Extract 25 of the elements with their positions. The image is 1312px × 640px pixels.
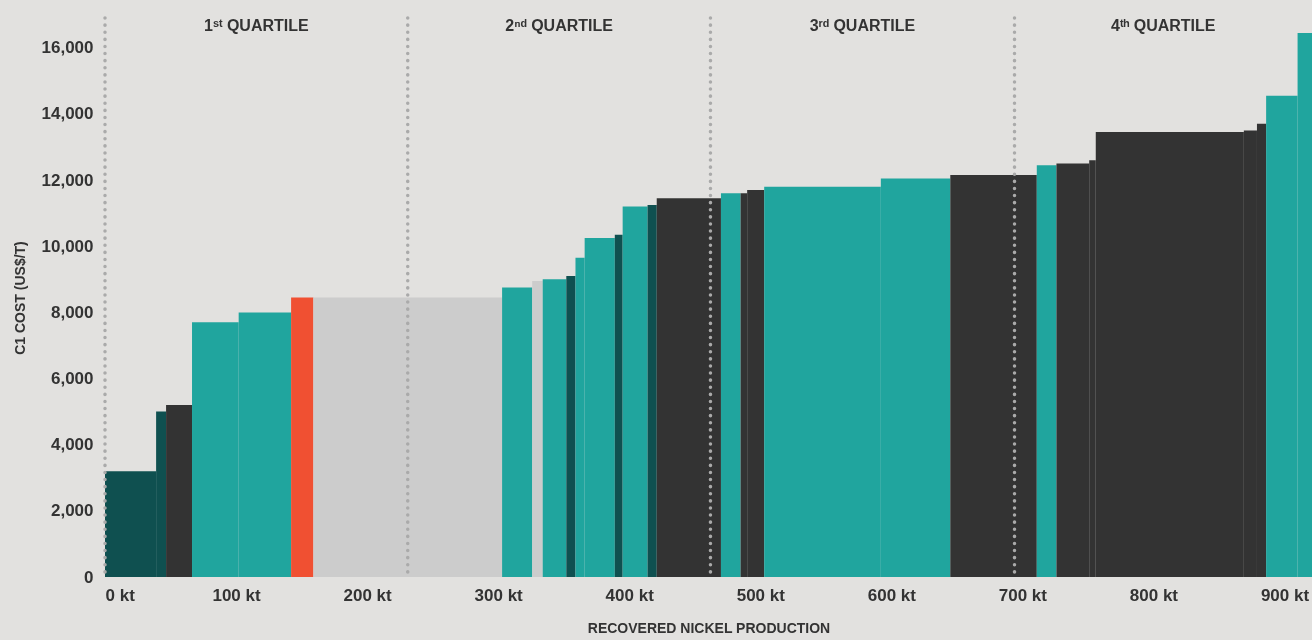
y-tick-label: 12,000 [41, 170, 94, 190]
x-tick-label: 0 kt [105, 585, 136, 605]
annotation: 2ⁿᵈ QUARTILE [505, 17, 614, 34]
annotation: 3ʳᵈ QUARTILE [809, 17, 916, 34]
x-tick-label: 700 kt [998, 585, 1048, 605]
y-tick-label: 2,000 [50, 501, 94, 521]
x-tick-label: 600 kt [867, 585, 917, 605]
x-tick-label: 100 kt [212, 585, 261, 605]
y-tick-label: 8,000 [50, 302, 94, 322]
x-tick-label: 800 kt [1129, 585, 1179, 605]
x-tick-label: 300 kt [474, 585, 524, 605]
x-tick-label: 900 kt [1260, 585, 1310, 605]
y-tick-label: 4,000 [50, 435, 94, 455]
y-tick-label: 16,000 [41, 38, 94, 58]
annotation: 4ᵗʰ QUARTILE [1111, 17, 1216, 34]
y-tick-label: 10,000 [41, 236, 94, 256]
x-axis-title: RECOVERED NICKEL PRODUCTION [587, 619, 831, 636]
y-axis-title: C1 COST (US$/T) [11, 241, 28, 355]
x-tick-label: 500 kt [736, 585, 786, 605]
y-tick-label: 0 [84, 567, 94, 587]
annotation: 1ˢᵗ QUARTILE [204, 17, 309, 34]
x-tick-label: 200 kt [343, 585, 393, 605]
x-tick-label: 400 kt [605, 585, 655, 605]
y-tick-label: 6,000 [50, 369, 94, 389]
y-tick-label: 14,000 [41, 104, 94, 124]
